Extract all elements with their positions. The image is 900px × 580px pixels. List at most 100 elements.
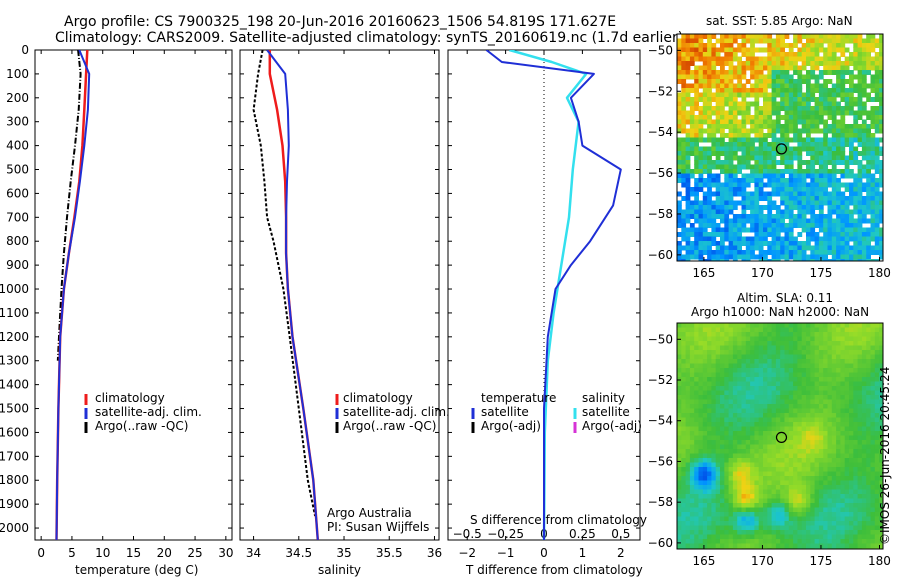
sla-map-cell bbox=[849, 462, 854, 468]
sla-map-cell bbox=[745, 449, 751, 454]
sla-map-cell bbox=[806, 377, 811, 382]
sst-map-cell bbox=[874, 110, 880, 116]
sst-map-cell bbox=[801, 209, 807, 215]
sla-map-cell bbox=[879, 368, 883, 373]
sla-map-cell bbox=[685, 422, 691, 427]
sst-map-cell bbox=[879, 61, 883, 66]
sst-map-cell bbox=[844, 187, 850, 192]
sla-map-cell bbox=[849, 507, 854, 513]
sst-map-cell bbox=[806, 97, 811, 102]
sla-map-cell bbox=[715, 449, 721, 454]
sst-map-cell bbox=[715, 259, 721, 261]
sst-map-cell bbox=[806, 227, 811, 233]
sst-map-cell bbox=[797, 232, 803, 237]
sla-map-cell bbox=[741, 413, 747, 418]
sla-map-cell bbox=[724, 345, 730, 351]
sla-map-cell bbox=[758, 350, 764, 355]
sst-map-ytick-label: −56 bbox=[648, 166, 673, 180]
sla-map-cell bbox=[870, 543, 876, 549]
sla-map-cell bbox=[801, 372, 807, 378]
sst-map-cell bbox=[771, 52, 777, 57]
sst-map-cell bbox=[741, 236, 747, 242]
sst-map-cell bbox=[775, 83, 781, 89]
sst-map-cell bbox=[732, 92, 738, 98]
sst-map-cell bbox=[797, 52, 803, 57]
sst-map-cell bbox=[806, 119, 811, 125]
sst-map-cell bbox=[681, 88, 687, 93]
sla-map-cell bbox=[732, 350, 738, 355]
sla-map-cell bbox=[767, 381, 773, 387]
sla-map-cell bbox=[840, 372, 846, 378]
sst-map-cell bbox=[780, 101, 785, 107]
sst-map-cell bbox=[849, 259, 854, 261]
sst-map-cell bbox=[784, 79, 790, 84]
sst-map-cell bbox=[866, 191, 871, 197]
sst-map-cell bbox=[806, 223, 811, 228]
sst-map-cell bbox=[793, 218, 798, 224]
sst-map-cell bbox=[831, 38, 837, 44]
sla-map-cell bbox=[836, 471, 841, 477]
sla-map-cell bbox=[836, 354, 841, 360]
sst-map-cell bbox=[707, 187, 712, 192]
sst-map-cell bbox=[702, 47, 708, 53]
sla-map-cell bbox=[874, 336, 880, 342]
sla-map-cell bbox=[711, 345, 717, 351]
sst-map-cell bbox=[849, 56, 854, 62]
sla-map-cell bbox=[681, 521, 687, 526]
depth-tick-label: 1800 bbox=[0, 473, 29, 487]
sla-map-cell bbox=[840, 422, 846, 427]
sst-map-cell bbox=[685, 164, 691, 170]
sst-map-cell bbox=[720, 245, 725, 251]
sst-map-cell bbox=[836, 254, 841, 260]
sla-map-cell bbox=[767, 395, 773, 400]
sst-map-cell bbox=[870, 115, 876, 120]
sst-map-cell bbox=[698, 241, 704, 246]
sla-map-cell bbox=[681, 368, 687, 373]
sst-map-cell bbox=[823, 187, 828, 192]
sst-map-cell bbox=[879, 119, 883, 125]
sla-map-cell bbox=[823, 507, 828, 513]
sla-map-cell bbox=[728, 467, 734, 472]
sst-map-cell bbox=[728, 160, 734, 165]
sst-map-cell bbox=[754, 187, 760, 192]
sst-map-cell bbox=[707, 83, 712, 89]
sst-map-cell bbox=[689, 88, 695, 93]
sla-map-cell bbox=[758, 381, 764, 387]
sst-map-cell bbox=[728, 245, 734, 251]
sst-map-cell bbox=[874, 182, 880, 188]
sla-map-cell bbox=[801, 341, 807, 346]
sla-map-cell bbox=[861, 444, 867, 450]
sst-map-cell bbox=[849, 214, 854, 219]
sla-map-cell bbox=[806, 404, 811, 409]
sla-map-cell bbox=[702, 440, 708, 445]
sla-map-cell bbox=[866, 444, 871, 450]
sla-map-cell bbox=[788, 480, 794, 486]
sla-map-cell bbox=[685, 381, 691, 387]
sst-map-cell bbox=[724, 52, 730, 57]
sla-map-cell bbox=[724, 435, 730, 441]
sst-map-cell bbox=[788, 151, 794, 156]
sst-map-cell bbox=[797, 106, 803, 111]
sst-map-cell bbox=[715, 92, 721, 98]
sst-map-cell bbox=[741, 38, 747, 44]
sst-map-cell bbox=[728, 196, 734, 201]
sst-map-cell bbox=[801, 218, 807, 224]
sla-map-cell bbox=[866, 471, 871, 477]
sst-map-cell bbox=[801, 137, 807, 143]
sla-map-cell bbox=[750, 480, 755, 486]
sst-map-cell bbox=[840, 241, 846, 246]
sst-map-cell bbox=[767, 115, 773, 120]
sst-map-cell bbox=[771, 61, 777, 66]
sla-map-cell bbox=[857, 336, 863, 342]
sla-map-cell bbox=[823, 480, 828, 486]
sla-map-cell bbox=[763, 372, 768, 378]
sst-map-cell bbox=[857, 133, 863, 138]
sst-map-cell bbox=[689, 187, 695, 192]
sla-map-cell bbox=[827, 489, 833, 495]
sst-map-cell bbox=[801, 128, 807, 134]
sst-map-cell bbox=[732, 65, 738, 71]
sla-map-cell bbox=[866, 525, 871, 531]
sla-map-cell bbox=[853, 386, 859, 391]
sla-map-cell bbox=[818, 480, 824, 486]
sst-map-cell bbox=[698, 70, 704, 75]
